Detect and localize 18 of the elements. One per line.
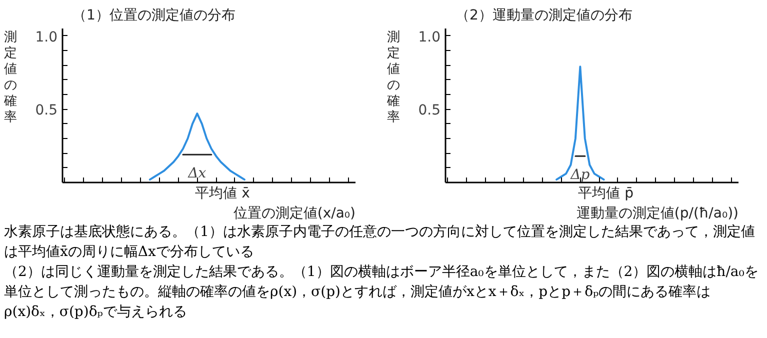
text: 平均値 x̄: [195, 186, 250, 202]
text: 平均値 p̄: [578, 186, 634, 202]
y-tick-label: 1.0: [418, 29, 440, 46]
y-axis-title: 測定値の確率: [387, 30, 400, 126]
annotation: Δx: [187, 166, 206, 182]
x-axis-title: 運動量の測定値(p/(ħ/a₀)): [576, 206, 739, 222]
text: 水素原子は基底状態にある。（1）は水素原子内電子の任意の一つの方向に対して位置を測定した結果であって，測定値は平均値x̄の周りに幅Δxで分布している: [4, 223, 756, 262]
x-axis-title: 位置の測定値(x/a₀): [233, 206, 356, 222]
chart-title: （1）位置の測定値の分布: [72, 8, 236, 24]
line-series: [556, 66, 605, 181]
y-tick-label: 0.5: [418, 102, 440, 119]
y-axis-title: 測定値の確率: [4, 30, 17, 126]
text: （2）は同じく運動量を測定した結果である。（1）図の横軸はボーア半径a₀を単位として，また（2）図の横軸はħ/a₀を単位として測ったもの。縦軸の確率の値をρ(x)，σ(p)とすれば，測定値がxとx＋δₓ，pとp＋δₚの間にある確率はρ(x)δₓ，σ(p)δₚで与えられる: [4, 263, 760, 322]
y-tick-label: 1.0: [35, 29, 58, 46]
chart-title: （2）運動量の測定値の分布: [456, 8, 632, 24]
line-series: [148, 112, 246, 181]
y-tick-label: 0.5: [35, 102, 58, 119]
annotation: Δp: [570, 167, 590, 184]
